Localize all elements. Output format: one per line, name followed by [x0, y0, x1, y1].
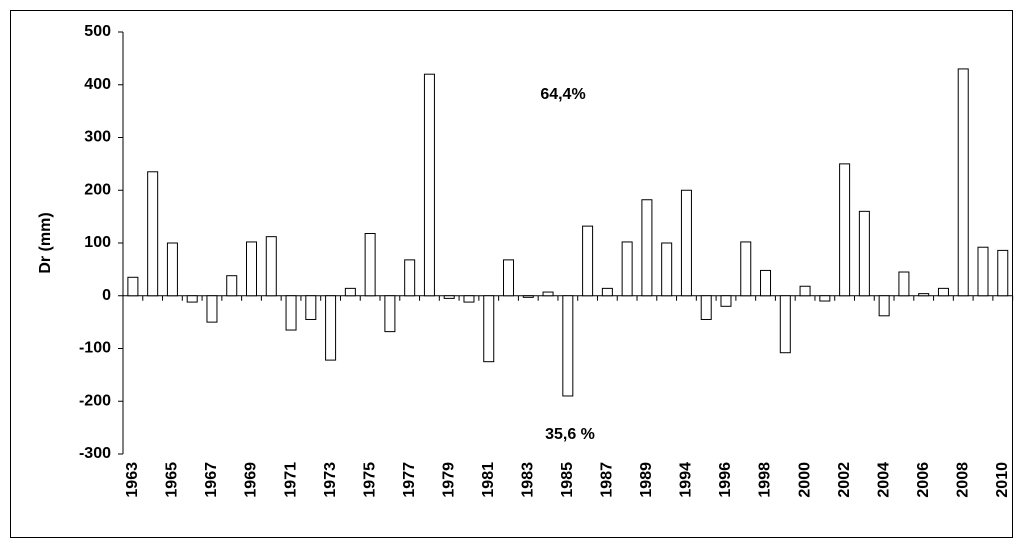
x-tick-label: 1973	[322, 462, 339, 498]
y-tick-label: 300	[84, 129, 111, 146]
bar	[364, 233, 376, 297]
bar	[285, 295, 297, 331]
bar	[265, 236, 277, 297]
bar	[483, 295, 495, 363]
bar	[839, 163, 851, 297]
y-axis-label: Dr (mm)	[37, 212, 54, 273]
bar	[127, 276, 139, 297]
bar	[404, 259, 416, 297]
y-tick-label: 400	[84, 76, 111, 93]
x-tick-label: 1979	[440, 462, 457, 498]
bar	[186, 295, 198, 303]
x-tick-label: 1975	[361, 462, 378, 498]
bar	[957, 68, 969, 297]
bar	[997, 249, 1009, 297]
x-tick-label: 1971	[282, 462, 299, 498]
bar	[305, 295, 317, 320]
x-tick-label: 1985	[559, 462, 576, 498]
x-tick-label: 1994	[678, 462, 695, 498]
y-tick-label: 500	[84, 23, 111, 40]
x-tick-label: 2010	[994, 462, 1011, 498]
bar	[858, 210, 870, 297]
bar	[503, 259, 515, 297]
bar	[246, 241, 258, 297]
bar	[937, 287, 949, 297]
bar	[819, 295, 831, 302]
bar	[918, 293, 930, 297]
bar	[621, 241, 633, 297]
bar	[147, 171, 159, 297]
x-tick-label: 1987	[599, 462, 616, 498]
bar	[562, 295, 574, 397]
bar	[878, 295, 890, 317]
bar	[522, 295, 534, 298]
bar	[226, 275, 238, 297]
chart-frame	[10, 10, 1013, 538]
x-tick-label: 1965	[164, 462, 181, 498]
x-tick-label: 1996	[717, 462, 734, 498]
y-tick-label: -100	[79, 340, 111, 357]
annotation: 35,6 %	[545, 426, 595, 443]
bar	[582, 225, 594, 297]
x-tick-label: 1967	[203, 462, 220, 498]
x-tick-label: 2004	[875, 462, 892, 498]
bar	[977, 246, 989, 297]
bar	[344, 287, 356, 297]
bar	[384, 295, 396, 333]
x-tick-label: 1981	[480, 462, 497, 498]
bar	[700, 295, 712, 320]
x-tick-label: 1983	[520, 462, 537, 498]
x-tick-label: 2006	[915, 462, 932, 498]
bar	[740, 241, 752, 297]
x-tick-label: 2002	[836, 462, 853, 498]
x-tick-label: 1998	[757, 462, 774, 498]
x-tick-label: 2008	[954, 462, 971, 498]
bar	[542, 291, 554, 297]
bar	[601, 287, 613, 297]
y-tick-label: 100	[84, 234, 111, 251]
y-tick-label: -200	[79, 392, 111, 409]
y-tick-label: 0	[102, 287, 111, 304]
bar	[661, 242, 673, 297]
bar	[325, 295, 337, 361]
annotation: 64,4%	[540, 86, 585, 103]
bar	[779, 295, 791, 354]
y-tick-label: 200	[84, 181, 111, 198]
bar	[166, 242, 178, 297]
x-tick-label: 1989	[638, 462, 655, 498]
x-tick-label: 2000	[796, 462, 813, 498]
x-tick-label: 1963	[124, 462, 141, 498]
bar	[799, 285, 811, 297]
bar	[680, 189, 692, 297]
bar	[898, 271, 910, 297]
x-tick-label: 1977	[401, 462, 418, 498]
bar	[463, 295, 475, 303]
x-tick-label: 1969	[243, 462, 260, 498]
bar	[720, 295, 732, 307]
bar	[423, 73, 435, 297]
bar	[206, 295, 218, 323]
y-tick-label: -300	[79, 445, 111, 462]
bar	[641, 199, 653, 297]
bar	[760, 269, 772, 297]
bar	[443, 295, 455, 299]
